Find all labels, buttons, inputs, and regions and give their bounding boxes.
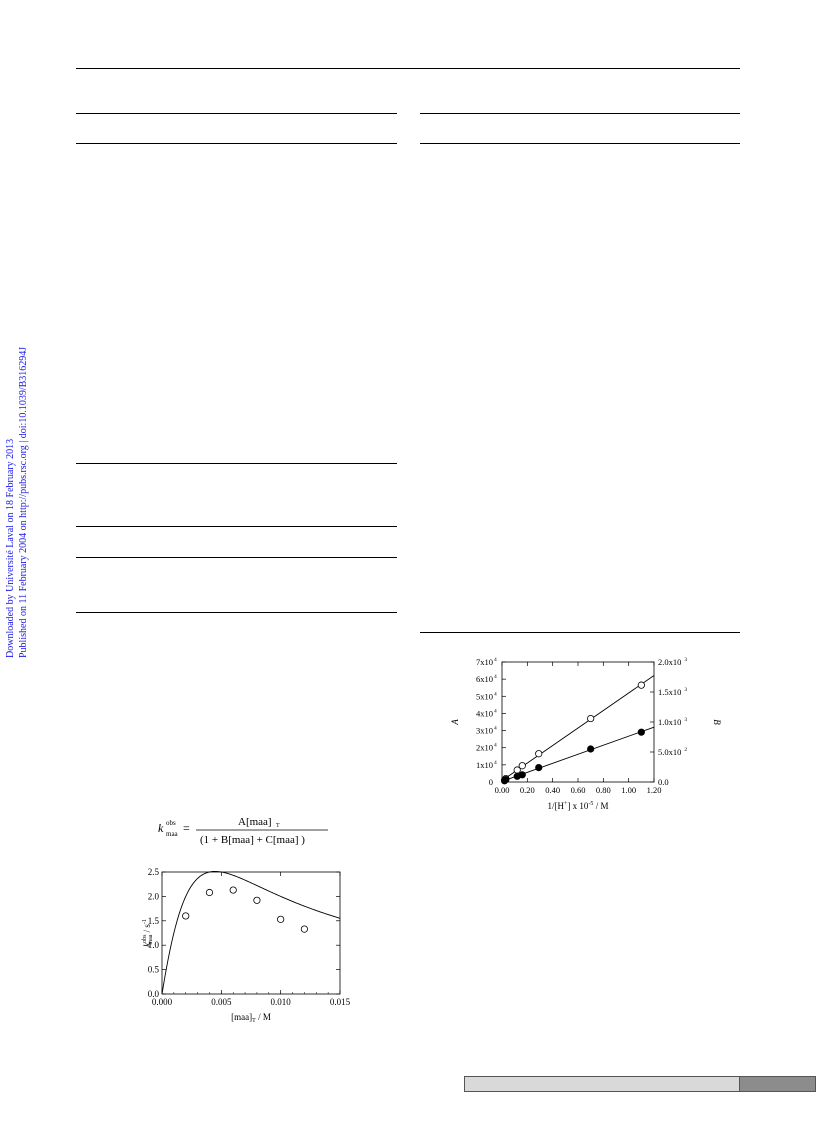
- data-point-b: [535, 764, 543, 772]
- rate-equation: k obs maa = A[maa] T (1 + B[maa] + C[maa…: [150, 812, 330, 848]
- x-tick-label: 0.010: [271, 997, 292, 1007]
- x-axis-label: [maa]T / M: [231, 1012, 271, 1024]
- y-left-axis-label: A: [450, 719, 460, 726]
- y-tick-label: 1.5: [148, 916, 160, 926]
- eq-numerator: A[maa]: [238, 816, 272, 828]
- plot-frame: [161, 871, 341, 995]
- header-rule: [76, 68, 740, 69]
- y-left-tick-label: 3x10: [476, 726, 493, 736]
- y-tick-label: 2.5: [148, 867, 160, 877]
- footer-bar-dark-segment: [739, 1077, 815, 1091]
- sidebar-citation: Downloaded by Université Laval on 18 Feb…: [0, 320, 30, 660]
- y-left-tick-exp: 4: [494, 743, 497, 749]
- data-point-b: [587, 745, 595, 753]
- y-left-tick-label: 7x10: [476, 657, 493, 667]
- y-axis-label: kobsmaa / s-1: [142, 919, 154, 947]
- table-rule-left-5: [76, 557, 397, 558]
- y-tick-label: 0.5: [148, 965, 160, 975]
- eq-lhs-sup: obs: [166, 819, 176, 827]
- eq-equals: =: [183, 821, 190, 835]
- data-point: [300, 925, 308, 933]
- y-tick-label: 2.0: [148, 891, 160, 901]
- y-left-tick-exp: 4: [494, 674, 497, 680]
- y-right-tick-label: 1.0x10: [658, 717, 681, 727]
- x-axis-label: 1/[H+] x 10-5 / M: [548, 801, 609, 811]
- data-point: [205, 888, 214, 897]
- table-rule-right-2: [420, 143, 740, 144]
- y-left-tick-label: 6x10: [476, 674, 493, 684]
- y-right-tick-exp: 2: [684, 747, 687, 753]
- fit-curve: [161, 870, 341, 995]
- x-tick-label: 0.80: [596, 785, 611, 795]
- y-right-tick-label: 0.0: [658, 777, 669, 787]
- y-left-tick-label: 2x10: [476, 743, 493, 753]
- eq-lhs: k: [158, 821, 164, 835]
- table-rule-left-3: [76, 463, 397, 464]
- y-left-tick-label: 4x10: [476, 708, 493, 718]
- y-left-tick-exp: 4: [494, 657, 497, 663]
- data-point-a: [518, 762, 526, 770]
- y-left-tick-label: 0: [489, 777, 493, 787]
- table-rule-right-top: [420, 113, 740, 114]
- data-point-a: [535, 750, 543, 758]
- table-rule-left-6: [76, 612, 397, 613]
- table-rule-left-top: [76, 113, 397, 114]
- data-point-b: [637, 728, 645, 736]
- y-left-tick-exp: 4: [494, 708, 497, 714]
- x-tick-label: 0.20: [520, 785, 535, 795]
- y-right-tick-exp: 3: [684, 687, 687, 693]
- data-point: [182, 912, 190, 920]
- eq-lhs-sub: maa: [166, 830, 179, 838]
- table-rule-left-4: [76, 526, 397, 527]
- x-tick-label: 0.40: [545, 785, 560, 795]
- data-point-a: [637, 681, 645, 689]
- data-point-b: [502, 776, 510, 784]
- y-right-axis-label: B: [712, 719, 722, 725]
- table-rule-right-3: [420, 632, 740, 633]
- data-point: [277, 915, 285, 923]
- y-left-tick-exp: 4: [494, 760, 497, 766]
- figure-ab-vs-inverse-h: 0.00 0.20 0.40 0.60 0.80 1.00 1.20 0 1x10 4 2x10 4 3…: [440, 652, 730, 822]
- x-tick-label: 0.60: [571, 785, 586, 795]
- fit-line-b: [501, 726, 655, 782]
- figure-rate-vs-maa: 0.000 0.005 0.010 0.015 0.0 0.5 1.0 1.5 2.0 2.5 [m…: [140, 862, 360, 1032]
- x-tick-label: 0.00: [495, 785, 510, 795]
- y-left-tick-label: 1x10: [476, 760, 493, 770]
- y-tick-label: 1.0: [148, 940, 160, 950]
- data-point: [229, 886, 237, 894]
- data-point: [253, 896, 261, 904]
- y-left-tick-label: 5x10: [476, 691, 493, 701]
- x-tick-label: 1.00: [621, 785, 636, 795]
- y-right-tick-label: 2.0x10: [658, 657, 681, 667]
- y-left-tick-exp: 4: [494, 726, 497, 732]
- y-right-tick-exp: 3: [684, 657, 687, 663]
- y-tick-label: 0.0: [148, 989, 160, 999]
- fit-line-a: [501, 675, 655, 781]
- sidebar-line-2: Published on 11 February 2004 on http://…: [18, 347, 29, 658]
- x-tick-label: 0.000: [152, 997, 173, 1007]
- y-right-tick-exp: 3: [684, 717, 687, 723]
- eq-denominator: (1 + B[maa] + C[maa] ): [200, 834, 305, 846]
- table-rule-left-2: [76, 143, 397, 144]
- y-right-tick-label: 1.5x10: [658, 687, 681, 697]
- y-left-tick-exp: 4: [494, 691, 497, 697]
- x-tick-label: 1.20: [647, 785, 662, 795]
- x-tick-label: 0.005: [211, 997, 232, 1007]
- y-right-tick-label: 5.0x10: [658, 747, 681, 757]
- eq-numerator-sub: T: [276, 823, 280, 829]
- data-point-b: [518, 771, 526, 779]
- footer-bar: [464, 1076, 816, 1092]
- sidebar-line-1: Downloaded by Université Laval on 18 Feb…: [5, 439, 16, 658]
- x-tick-label: 0.015: [330, 997, 351, 1007]
- data-point-a: [587, 714, 595, 723]
